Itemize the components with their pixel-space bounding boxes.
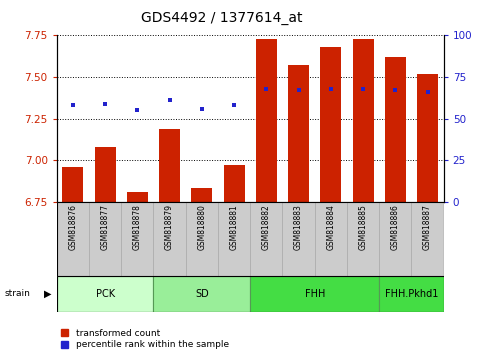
Text: FHH: FHH <box>305 289 325 299</box>
Point <box>198 106 206 112</box>
Text: GSM818882: GSM818882 <box>262 204 271 250</box>
Point <box>327 86 335 91</box>
Bar <box>153 202 186 276</box>
Text: FHH.Pkhd1: FHH.Pkhd1 <box>385 289 438 299</box>
Text: GSM818876: GSM818876 <box>69 204 77 250</box>
Bar <box>57 202 89 276</box>
Bar <box>315 202 347 276</box>
Bar <box>186 202 218 276</box>
Text: ▶: ▶ <box>44 289 52 299</box>
Text: SD: SD <box>195 289 209 299</box>
Bar <box>379 276 444 312</box>
Point <box>69 102 77 108</box>
Point <box>262 86 270 91</box>
Bar <box>379 202 412 276</box>
Point <box>230 102 238 108</box>
Text: PCK: PCK <box>96 289 115 299</box>
Bar <box>347 202 379 276</box>
Text: GSM818881: GSM818881 <box>230 204 239 250</box>
Text: GSM818887: GSM818887 <box>423 204 432 250</box>
Bar <box>57 276 153 312</box>
Text: GSM818886: GSM818886 <box>391 204 400 250</box>
Legend: transformed count, percentile rank within the sample: transformed count, percentile rank withi… <box>61 329 229 349</box>
Point <box>166 97 174 103</box>
Bar <box>320 47 341 202</box>
Bar <box>89 202 121 276</box>
Bar <box>250 202 282 276</box>
Bar <box>191 188 212 202</box>
Point <box>134 108 141 113</box>
Point <box>359 86 367 91</box>
Text: GSM818877: GSM818877 <box>101 204 109 250</box>
Bar <box>352 39 374 202</box>
Bar <box>218 202 250 276</box>
Bar <box>256 39 277 202</box>
Text: GDS4492 / 1377614_at: GDS4492 / 1377614_at <box>141 11 303 25</box>
Bar <box>412 202 444 276</box>
Bar <box>62 167 83 202</box>
Bar <box>250 276 379 312</box>
Point <box>101 101 109 107</box>
Text: GSM818885: GSM818885 <box>358 204 368 250</box>
Text: GSM818879: GSM818879 <box>165 204 174 250</box>
Bar <box>224 165 245 202</box>
Bar <box>159 129 180 202</box>
Bar <box>95 147 115 202</box>
Bar <box>385 57 406 202</box>
Text: strain: strain <box>5 289 31 298</box>
Text: GSM818880: GSM818880 <box>197 204 207 250</box>
Point <box>391 87 399 93</box>
Point <box>423 89 431 95</box>
Bar <box>127 192 148 202</box>
Bar <box>417 74 438 202</box>
Bar <box>282 202 315 276</box>
Text: GSM818878: GSM818878 <box>133 204 142 250</box>
Text: GSM818884: GSM818884 <box>326 204 335 250</box>
Bar <box>288 65 309 202</box>
Bar <box>121 202 153 276</box>
Bar <box>153 276 250 312</box>
Point <box>295 87 303 93</box>
Text: GSM818883: GSM818883 <box>294 204 303 250</box>
